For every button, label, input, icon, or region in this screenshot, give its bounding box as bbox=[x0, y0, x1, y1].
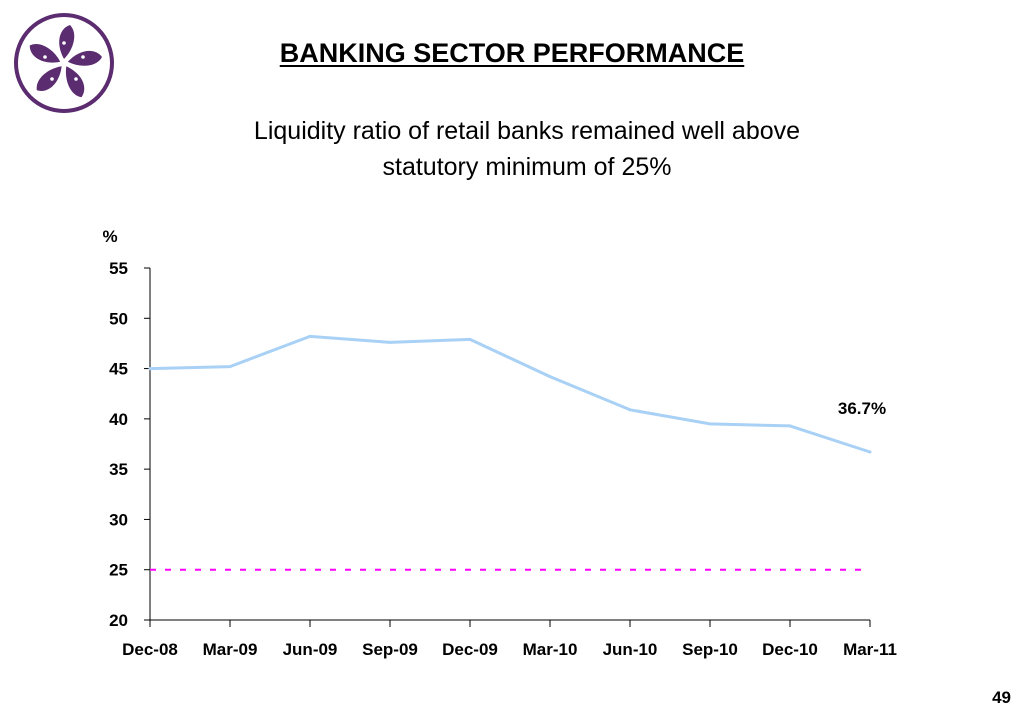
data-point bbox=[628, 408, 632, 412]
x-tick-label: Dec-08 bbox=[122, 640, 178, 659]
x-tick-label: Mar-11 bbox=[843, 640, 897, 659]
data-point bbox=[388, 340, 392, 344]
x-tick-label: Mar-10 bbox=[523, 640, 578, 659]
series-line-liquidity-ratio bbox=[149, 334, 871, 454]
x-tick-label: Dec-10 bbox=[762, 640, 818, 659]
x-tick-label: Sep-10 bbox=[682, 640, 738, 659]
data-point bbox=[148, 367, 152, 371]
y-tick-label: 20 bbox=[109, 611, 128, 630]
y-tick-label: 45 bbox=[109, 360, 128, 379]
subtitle-line-2: statutory minimum of 25% bbox=[382, 153, 672, 181]
data-point bbox=[308, 334, 312, 338]
y-tick-label: 55 bbox=[109, 259, 128, 278]
data-point bbox=[548, 375, 552, 379]
last-value-annotation: 36.7% bbox=[838, 399, 886, 418]
data-point bbox=[708, 422, 712, 426]
x-tick-label: Dec-09 bbox=[442, 640, 498, 659]
subtitle-line-1: Liquidity ratio of retail banks remained… bbox=[253, 117, 801, 145]
x-tick-label: Sep-09 bbox=[362, 640, 418, 659]
data-point bbox=[788, 424, 792, 428]
bauhinia-logo-icon bbox=[14, 13, 114, 113]
data-point bbox=[468, 337, 472, 341]
y-tick-label: 40 bbox=[109, 410, 128, 429]
x-tick-label: Mar-09 bbox=[203, 640, 258, 659]
chart-subtitle: Liquidity ratio of retail banks remained… bbox=[150, 113, 904, 185]
y-tick-label: 25 bbox=[109, 561, 128, 580]
x-tick-label: Jun-09 bbox=[283, 640, 338, 659]
page-number: 49 bbox=[992, 688, 1011, 707]
page-title: BANKING SECTOR PERFORMANCE bbox=[279, 38, 745, 68]
y-tick-label: 50 bbox=[109, 309, 128, 328]
data-point bbox=[228, 365, 232, 369]
data-point bbox=[868, 450, 872, 454]
y-axis-label: % bbox=[102, 227, 117, 246]
x-tick-label: Jun-10 bbox=[603, 640, 658, 659]
y-tick-label: 30 bbox=[109, 510, 128, 529]
y-tick-label: 35 bbox=[109, 460, 128, 479]
